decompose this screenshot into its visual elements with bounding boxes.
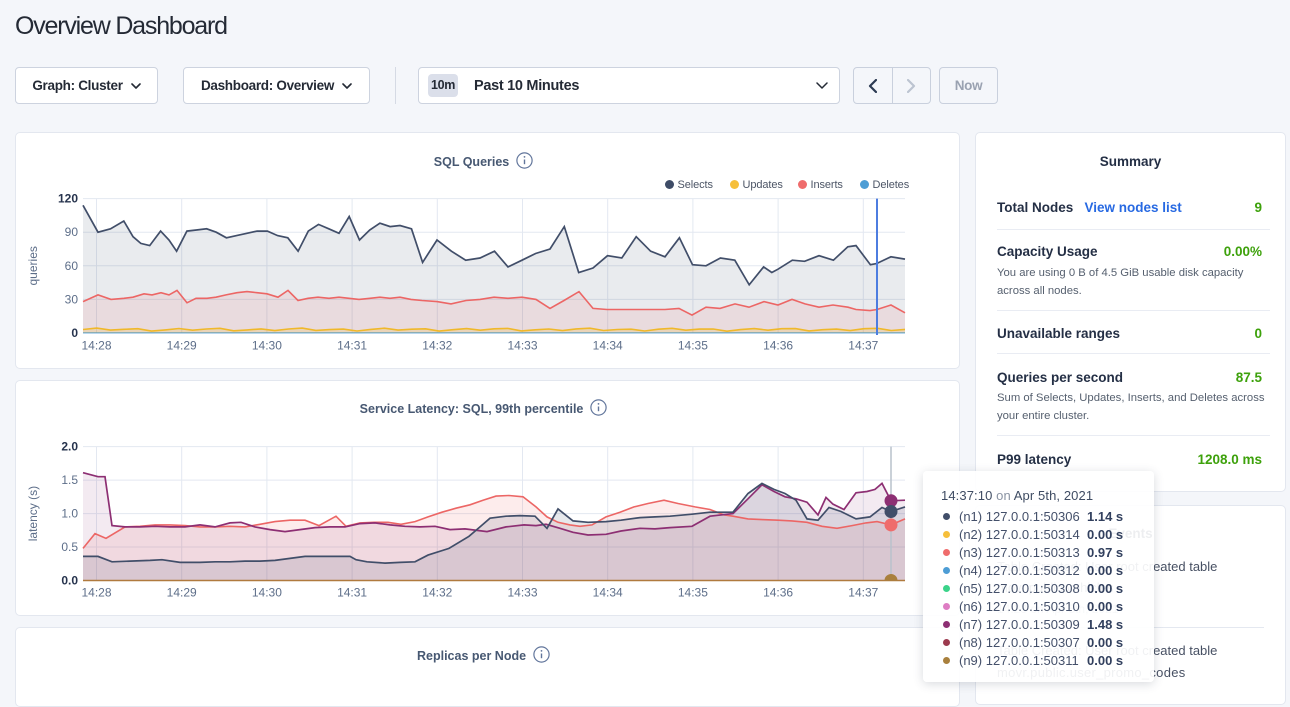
svg-text:14:32: 14:32	[422, 585, 452, 599]
svg-text:0.5: 0.5	[61, 540, 78, 554]
svg-text:30: 30	[65, 292, 79, 306]
svg-text:14:37: 14:37	[848, 339, 878, 353]
svg-text:1.5: 1.5	[61, 473, 78, 487]
svg-text:90: 90	[65, 225, 79, 239]
svg-text:14:31: 14:31	[337, 339, 367, 353]
svg-text:1.0: 1.0	[61, 507, 78, 521]
svg-text:14:28: 14:28	[81, 339, 111, 353]
svg-text:14:30: 14:30	[252, 339, 282, 353]
svg-text:14:29: 14:29	[167, 585, 197, 599]
svg-text:0: 0	[71, 326, 78, 340]
svg-text:120: 120	[58, 192, 78, 206]
svg-text:14:32: 14:32	[422, 339, 452, 353]
svg-text:latency (s): latency (s)	[26, 486, 40, 541]
svg-text:queries: queries	[26, 246, 40, 285]
svg-text:60: 60	[65, 259, 79, 273]
svg-text:2.0: 2.0	[61, 440, 78, 454]
svg-text:14:34: 14:34	[593, 339, 623, 353]
svg-text:14:28: 14:28	[81, 585, 111, 599]
svg-text:14:34: 14:34	[593, 585, 623, 599]
svg-text:14:36: 14:36	[763, 585, 793, 599]
svg-text:14:33: 14:33	[507, 339, 537, 353]
svg-text:14:30: 14:30	[252, 585, 282, 599]
svg-text:0.0: 0.0	[61, 574, 78, 588]
svg-text:14:31: 14:31	[337, 585, 367, 599]
svg-text:14:35: 14:35	[678, 339, 708, 353]
svg-text:14:36: 14:36	[763, 339, 793, 353]
svg-text:14:35: 14:35	[678, 585, 708, 599]
svg-text:14:33: 14:33	[507, 585, 537, 599]
svg-text:14:37: 14:37	[848, 585, 878, 599]
svg-text:14:29: 14:29	[167, 339, 197, 353]
